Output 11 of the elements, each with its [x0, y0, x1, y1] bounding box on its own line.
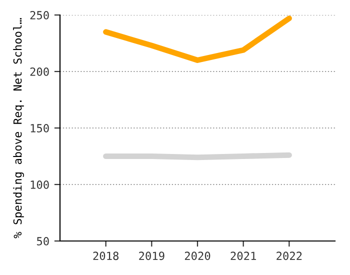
y-tick-label: 250: [30, 11, 49, 20]
x-tick-label: 2019: [139, 252, 164, 260]
x-tick-label: 2018: [93, 252, 118, 260]
y-axis-title: % Spending above Req. Net School…: [13, 18, 24, 238]
y-tick-label: 200: [30, 68, 49, 76]
x-tick-label: 2022: [276, 252, 302, 260]
y-tick-label: 50: [36, 237, 49, 246]
y-tick-label: 100: [30, 180, 49, 189]
y-tick-label: 150: [30, 124, 49, 132]
x-tick-label: 2021: [230, 252, 256, 260]
x-tick-label: 2020: [184, 252, 210, 260]
